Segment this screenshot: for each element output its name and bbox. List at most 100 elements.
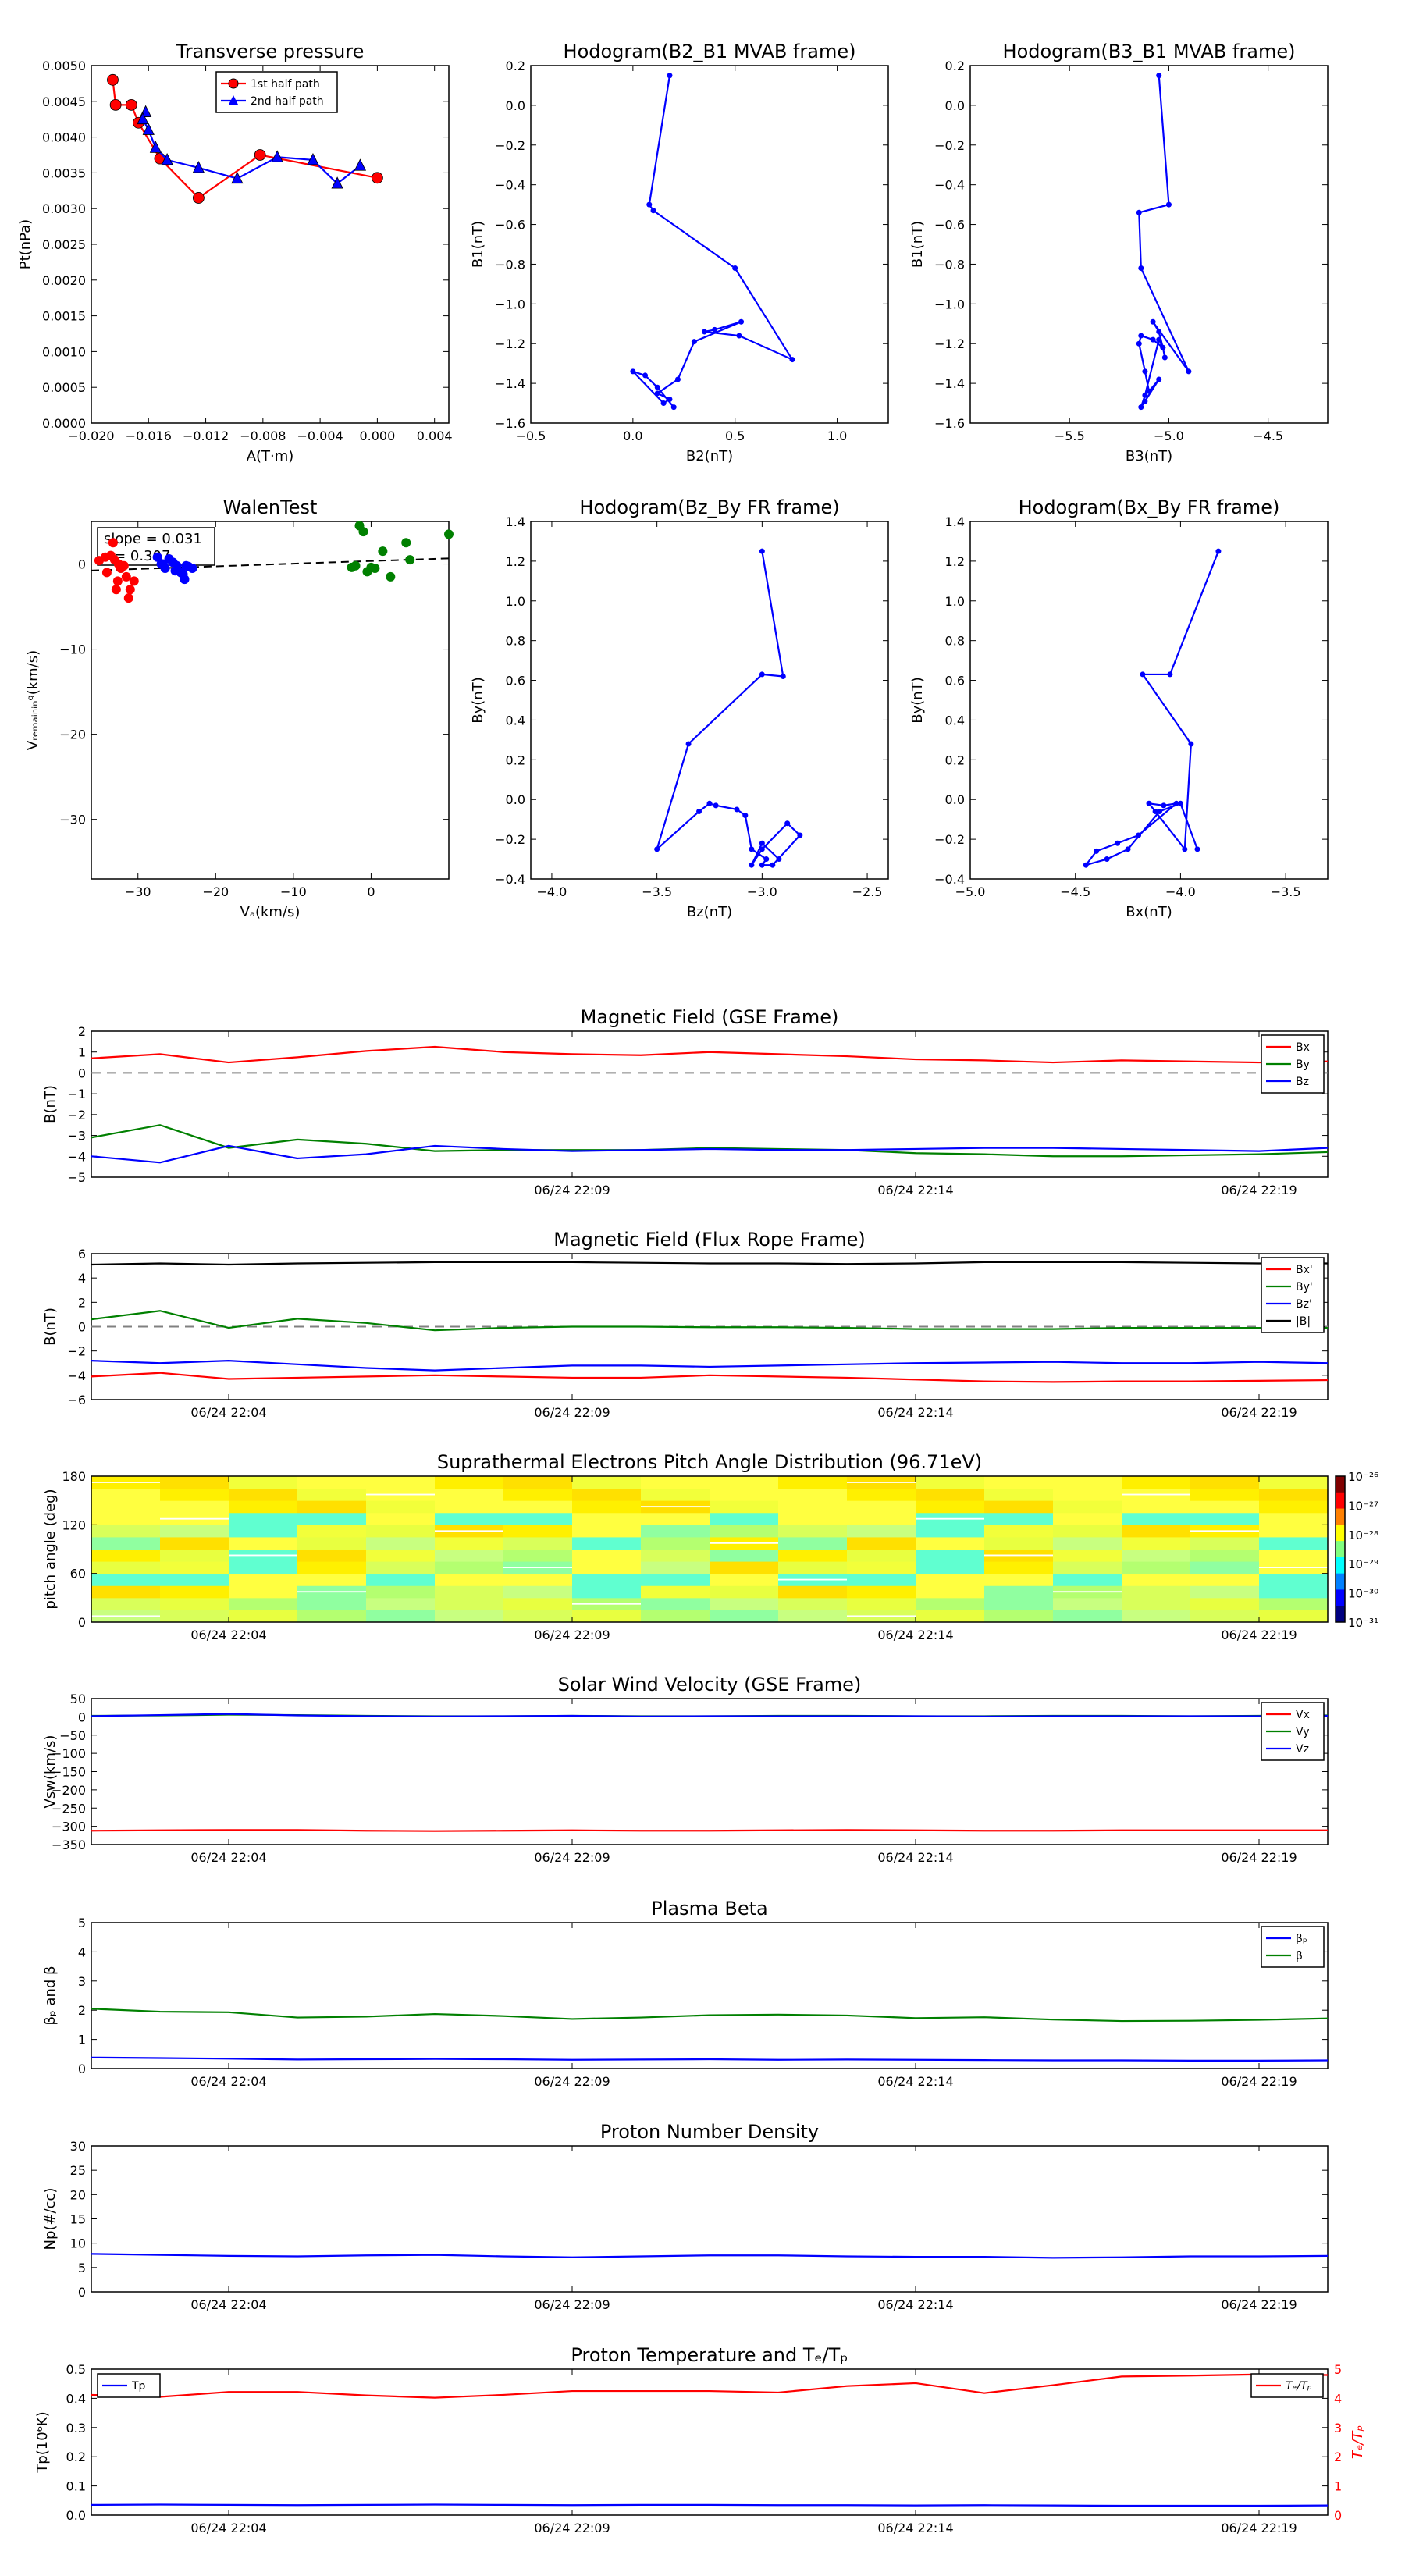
heatmap-cell (503, 1610, 573, 1622)
y-tick-label: −1.4 (495, 376, 525, 391)
y-tick-label: −0.4 (934, 872, 965, 887)
y-tick-label: −350 (52, 1838, 86, 1852)
heatmap-gap (1122, 1494, 1190, 1496)
heatmap-cell (366, 1500, 436, 1513)
x-tick-label: 06/24 22:14 (877, 2297, 953, 2312)
chart-title: Magnetic Field (GSE Frame) (581, 1006, 839, 1028)
heatmap-cell (503, 1513, 573, 1525)
y-tick-label: 0.3 (66, 2421, 86, 2435)
chart-title: Hodogram(B2_B1 MVAB frame) (564, 41, 856, 62)
x-tick-label: −0.016 (126, 429, 172, 443)
x-tick-label: −10 (280, 884, 307, 899)
y-tick-label: 60 (70, 1567, 86, 1582)
heatmap-gap (916, 1518, 984, 1520)
x-tick-label: 06/24 22:09 (534, 2297, 610, 2312)
heatmap-cell (916, 1525, 985, 1537)
data-point (150, 141, 161, 152)
heatmap-cell (572, 1550, 642, 1562)
heatmap-cell (229, 1610, 298, 1622)
x-tick-label: 06/24 22:14 (877, 2074, 953, 2089)
data-point (1138, 265, 1144, 271)
data-point (1142, 399, 1147, 404)
data-point (354, 159, 365, 170)
data-point (1147, 389, 1152, 394)
heatmap-cell (160, 1489, 229, 1501)
y-right-axis-label: Tₑ/Tₚ (1350, 2425, 1366, 2460)
y-tick-label: −1.4 (934, 376, 965, 391)
data-point (405, 555, 414, 564)
heatmap-cell (297, 1561, 367, 1574)
chart-title: Proton Number Density (600, 2121, 819, 2143)
x-tick-label: −20 (202, 884, 229, 899)
heatmap-cell (503, 1525, 573, 1537)
colorbar-segment (1336, 1541, 1345, 1557)
axes-frame (531, 521, 888, 879)
y-tick-label: −4 (67, 1368, 86, 1383)
heatmap-cell (916, 1550, 985, 1562)
y-axis-label: Np(#/cc) (42, 2188, 59, 2250)
heatmap-cell (229, 1537, 298, 1550)
y-tick-label: 0.2 (506, 753, 525, 767)
heatmap-cell (984, 1561, 1054, 1574)
heatmap-cell (366, 1561, 436, 1574)
data-point (1136, 833, 1141, 838)
y-tick-label: 4 (78, 1271, 86, 1286)
y-tick-label: −0.6 (495, 218, 525, 233)
heatmap-cell (916, 1489, 985, 1501)
series-line-Bx (91, 1373, 1328, 1382)
y-tick-label: 0.0 (506, 792, 525, 807)
y-tick-label: 0.2 (945, 59, 965, 73)
heatmap-cell (91, 1550, 161, 1562)
heatmap-cell (572, 1476, 642, 1489)
legend-label: Bx' (1296, 1264, 1313, 1276)
chart-walen: WalenTest−30 −20 −10 0−30−20−100Vₐ(km/s)Vᵣₑ… (25, 496, 454, 920)
heatmap-cell (1122, 1476, 1191, 1489)
heatmap-gap (572, 1603, 641, 1605)
y-tick-label: 1.2 (945, 554, 965, 569)
y-tick-label: −5 (67, 1170, 86, 1185)
y-tick-label: 50 (70, 1692, 86, 1706)
data-point (692, 339, 697, 344)
heatmap-cell (641, 1550, 710, 1562)
y-axis-label: B1(nT) (470, 221, 486, 268)
data-point (1161, 802, 1166, 808)
data-point (193, 192, 204, 203)
x-tick-label: 06/24 22:19 (1221, 2297, 1297, 2312)
heatmap-cell (1190, 1574, 1260, 1586)
series-line-Np (91, 2254, 1328, 2258)
heatmap-cell (572, 1574, 642, 1586)
chart-title: Plasma Beta (651, 1898, 767, 1920)
data-point (386, 572, 395, 582)
heatmap-cell (641, 1610, 710, 1622)
heatmap-cell (572, 1489, 642, 1501)
colorbar-tick-label: 10⁻²⁹ (1348, 1557, 1378, 1571)
x-tick-label: 06/24 22:09 (534, 1183, 610, 1197)
heatmap-cell (229, 1525, 298, 1537)
chart-title: WalenTest (223, 496, 318, 518)
heatmap-cell (1259, 1610, 1329, 1622)
data-point (642, 372, 648, 378)
heatmap-cell (366, 1574, 436, 1586)
y-right-tick-label: 3 (1334, 2421, 1342, 2435)
y-tick-label: 6 (78, 1247, 86, 1261)
x-tick-label: 0.0 (623, 429, 642, 443)
heatmap-cell (1053, 1598, 1122, 1610)
data-point (707, 801, 713, 806)
data-point (254, 150, 265, 161)
heatmap-cell (916, 1561, 985, 1574)
heatmap-gap (366, 1494, 435, 1496)
y-tick-label: −10 (59, 642, 86, 657)
data-point (735, 806, 740, 812)
y-tick-label: −0.6 (934, 218, 965, 233)
chart-title: Proton Temperature and Tₑ/Tₚ (571, 2344, 848, 2366)
x-tick-label: 06/24 22:04 (190, 2074, 266, 2089)
series-line-Bz (91, 1361, 1328, 1370)
y-axis-label: B(nT) (42, 1085, 59, 1123)
heatmap-cell (1122, 1598, 1191, 1610)
y-tick-label: −0.4 (495, 872, 525, 887)
data-point (1188, 741, 1193, 746)
data-point (667, 73, 672, 78)
heatmap-cell (297, 1489, 367, 1501)
heatmap-cell (1053, 1537, 1122, 1550)
data-point (143, 123, 154, 134)
